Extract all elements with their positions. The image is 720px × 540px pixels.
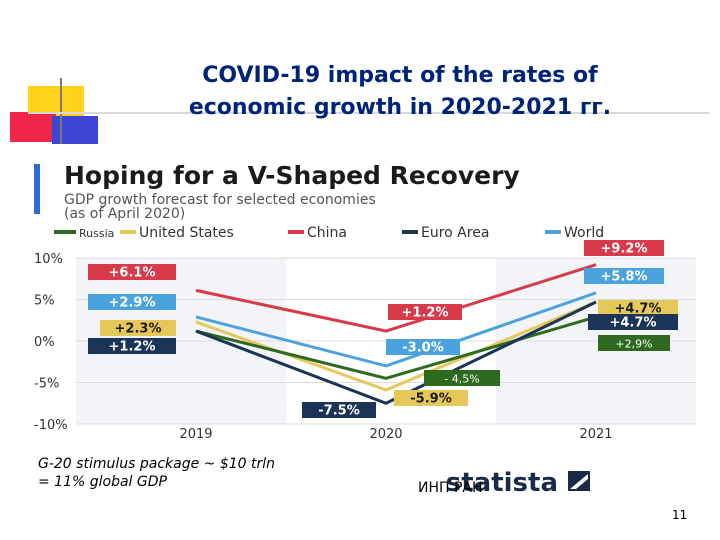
data-label-bg-us [598,300,678,316]
data-label-china: +1.2% [402,306,449,321]
statista-logo-icon [568,471,590,491]
data-label-euro: +4.7% [610,316,657,331]
slide-title-line2: economic growth in 2020-2021 гг. [188,95,612,120]
data-label-bg-russia [424,370,500,386]
legend-label-euro: Euro Area [421,225,489,241]
data-label-bg-china [88,264,176,280]
data-label-bg-world [584,268,664,284]
footnote: G-20 stimulus package ~ $10 trln = 11% g… [34,452,346,494]
data-label-us: -5.9% [410,392,451,407]
slide-title: COVID-19 impact of the rates of economic… [150,60,650,124]
y-tick-label: -5% [34,377,59,392]
data-label-bg-china [388,304,462,320]
page-number: 11 [672,508,688,522]
data-label-bg-us [394,390,468,406]
deco-red-square [10,112,56,142]
chart-subtitle-line1: GDP growth forecast for selected economi… [64,192,376,208]
data-label-russia: - 4,5% [444,373,479,386]
series-line-us [195,300,597,392]
y-tick-label: 0% [34,335,55,350]
legend-label-us: United States [139,225,234,241]
data-label-world: +5.8% [601,270,648,285]
chart-image: Hoping for a V-Shaped Recovery GDP growt… [10,144,710,500]
data-label-world: +2.9% [109,296,156,311]
footnote-line2: = 11% global GDP [38,474,167,490]
legend-label-world: World [564,225,604,241]
x-tick-label: 2019 [179,427,212,442]
y-tick-label: 5% [34,294,55,309]
data-label-china: +9.2% [601,242,648,257]
data-label-china: +6.1% [109,266,156,281]
chart-title: Hoping for a V-Shaped Recovery [64,161,520,190]
data-label-bg-euro [588,314,678,330]
data-label-euro: +1.2% [109,340,156,355]
data-label-euro: -7.5% [318,404,359,419]
data-label-us: +4.7% [615,302,662,317]
legend-label-china: China [307,225,347,241]
y-tick-label: -10% [34,418,68,433]
series-line-world [195,291,597,368]
series-line-euro [195,300,597,405]
chart: Hoping for a V-Shaped Recovery GDP growt… [10,144,710,500]
source-credit: ИНП РАН [418,480,483,496]
chart-legend: Russia United States China Euro Area World [54,225,604,241]
chart-plot-area: 10% 5% 0% -5% -10% 2019 2020 2021 - 4,5% +2,9% +2.… [34,240,696,442]
data-label-world: -3.0% [402,341,443,356]
x-tick-label: 2021 [579,427,612,442]
chart-title-accent [34,164,40,214]
data-label-us: +2.3% [115,322,162,337]
x-tick-label: 2020 [369,427,402,442]
deco-horizontal-bar [28,112,710,114]
data-label-bg-world [386,339,460,355]
data-label-bg-euro [88,338,176,354]
data-label-bg-euro [302,402,376,418]
slide-title-line1: COVID-19 impact of the rates of [202,63,598,88]
data-label-bg-russia [598,335,670,351]
chart-subtitle-line2: (as of April 2020) [64,206,185,222]
statista-logo-text: statista [446,468,558,498]
deco-blue-square [52,116,98,144]
data-label-bg-us [100,320,176,336]
data-label-bg-world [88,294,176,310]
data-label-russia: +2,9% [615,338,652,351]
y-tick-label: 10% [34,252,63,267]
legend-label-russia: Russia [79,227,114,240]
series-line-china [195,263,597,333]
data-label-bg-china [584,240,664,256]
footnote-line1: G-20 stimulus package ~ $10 trln [38,456,276,472]
